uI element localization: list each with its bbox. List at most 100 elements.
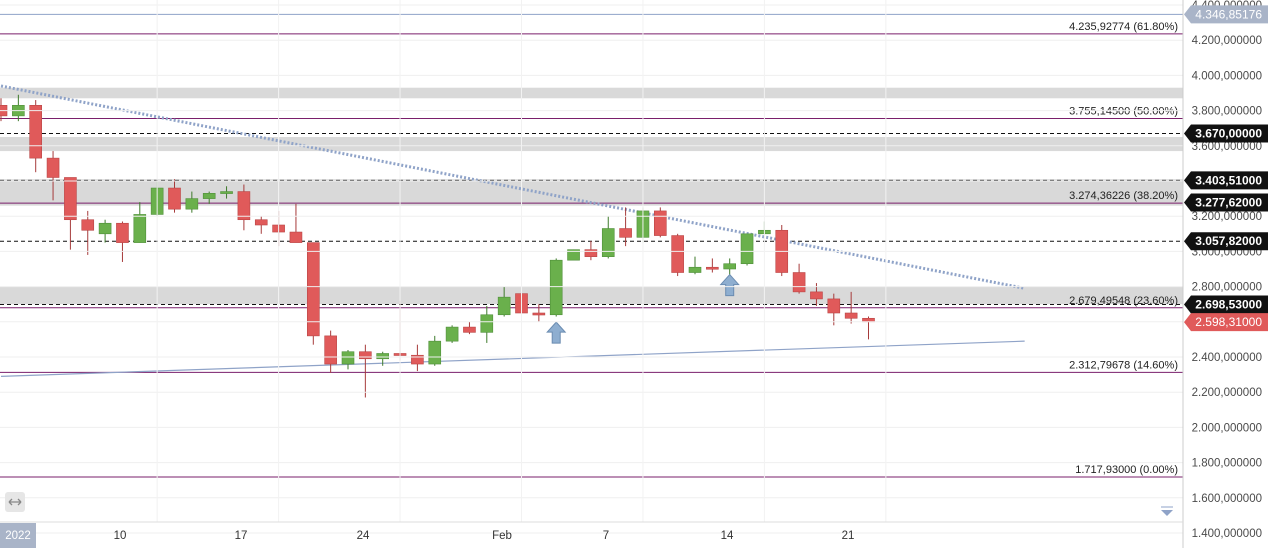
candle[interactable] <box>775 225 789 277</box>
candle-body <box>168 187 181 210</box>
candle-body <box>480 314 494 333</box>
candle-body <box>133 214 147 243</box>
candle[interactable] <box>46 151 60 201</box>
candle[interactable] <box>671 233 684 277</box>
resize-handle-icon[interactable] <box>5 492 25 512</box>
support-resistance-zones <box>0 87 1183 305</box>
candle[interactable] <box>237 184 251 231</box>
candle-body <box>98 222 112 235</box>
price-badges: 4.346,85176 3.670,00000 3.403,51000 3.277,6… <box>1184 5 1268 332</box>
candle[interactable] <box>428 335 442 366</box>
candle[interactable] <box>0 98 8 122</box>
candle[interactable] <box>254 216 268 234</box>
time-axis[interactable]: 2022 10 17 24 Feb 7 14 21 <box>0 492 1183 548</box>
candle-body <box>64 177 77 221</box>
price-axis-background <box>1183 0 1270 548</box>
candle[interactable] <box>359 344 372 398</box>
up-arrow-marker <box>719 273 740 297</box>
y-tick-label: 1.600,000000 <box>1192 493 1262 505</box>
year-badge <box>0 523 36 548</box>
candle-body <box>116 222 129 243</box>
y-tick-label: 4.000,000000 <box>1192 70 1262 82</box>
trendline[interactable] <box>0 340 1025 377</box>
svg-text:3.057,82000: 3.057,82000 <box>1195 234 1262 248</box>
candle-body <box>584 249 598 257</box>
candle-body <box>723 263 737 270</box>
candle[interactable] <box>81 210 95 255</box>
candle[interactable] <box>98 219 112 243</box>
candle-body <box>549 259 563 316</box>
candle-body <box>237 191 251 221</box>
candle-body <box>185 198 199 210</box>
y-tick-label: 2.000,000000 <box>1192 422 1262 434</box>
candle[interactable] <box>532 304 546 322</box>
candle-body <box>306 242 320 337</box>
candle[interactable] <box>619 207 632 247</box>
level-price-badge: 3.057,82000 <box>1184 232 1268 251</box>
candle-body <box>254 219 268 226</box>
candle[interactable] <box>341 349 355 370</box>
trendline[interactable] <box>0 84 1025 290</box>
candle[interactable] <box>64 177 77 250</box>
candle-body <box>497 296 511 316</box>
candle[interactable] <box>185 191 199 213</box>
zone-band <box>0 87 1183 99</box>
top-level-badge: 4.346,85176 <box>1184 5 1268 24</box>
svg-text:4.346,85176: 4.346,85176 <box>1195 7 1262 21</box>
svg-text:3.403,51000: 3.403,51000 <box>1195 173 1262 187</box>
svg-text:2.598,31000: 2.598,31000 <box>1195 315 1262 329</box>
candle[interactable] <box>168 179 181 213</box>
y-tick-label: 3.800,000000 <box>1192 106 1262 118</box>
candle-body <box>706 266 719 270</box>
candle[interactable] <box>116 221 129 262</box>
chevron-down-icon[interactable] <box>1161 506 1173 516</box>
fib-level-label: 4.235,92774 (61.80%) <box>1069 21 1178 33</box>
candle[interactable] <box>584 240 598 261</box>
candle-body <box>653 210 667 236</box>
level-price-badge: 3.403,51000 <box>1184 171 1268 190</box>
candle[interactable] <box>844 291 858 324</box>
x-tick-label: 2022 <box>5 530 31 542</box>
candle[interactable] <box>688 256 702 275</box>
candle-body <box>862 317 875 323</box>
candle-body <box>81 219 95 231</box>
candle-body <box>601 228 615 257</box>
candle[interactable] <box>12 94 25 122</box>
fibonacci-levels: 4.235,92774 (61.80%) 3.755,14500 (50.00%)… <box>0 13 1183 478</box>
candle[interactable] <box>653 207 667 238</box>
candle[interactable] <box>324 330 337 373</box>
candle[interactable] <box>862 316 875 340</box>
candle[interactable] <box>463 321 476 335</box>
candle[interactable] <box>133 202 147 243</box>
svg-text:2.698,53000: 2.698,53000 <box>1195 297 1262 311</box>
svg-text:3.277,62000: 3.277,62000 <box>1195 196 1262 210</box>
candle[interactable] <box>792 263 806 294</box>
candle[interactable] <box>549 258 563 317</box>
fib-level-label: 3.274,36226 (38.20%) <box>1069 190 1178 202</box>
x-tick-label: 21 <box>842 530 855 542</box>
x-tick-label: 10 <box>114 530 127 542</box>
candle[interactable] <box>289 203 303 243</box>
fib-level-label: 3.755,14500 (50.00%) <box>1069 105 1178 117</box>
y-tick-label: 2.800,000000 <box>1192 282 1262 294</box>
candle[interactable] <box>306 242 320 345</box>
candle-body <box>359 351 372 360</box>
candle[interactable] <box>827 293 841 326</box>
candle[interactable] <box>202 191 216 204</box>
candle[interactable] <box>411 344 424 372</box>
candle[interactable] <box>497 286 511 317</box>
candle[interactable] <box>740 233 754 266</box>
candle-body <box>46 157 60 178</box>
candle[interactable] <box>29 100 43 173</box>
candle[interactable] <box>445 325 459 343</box>
x-tick-label: 24 <box>357 530 370 542</box>
y-tick-label: 4.200,000000 <box>1192 35 1262 47</box>
candle[interactable] <box>376 351 390 366</box>
candle[interactable] <box>601 216 615 259</box>
candle[interactable] <box>220 186 233 199</box>
candle[interactable] <box>480 305 494 343</box>
candle[interactable] <box>706 258 719 273</box>
